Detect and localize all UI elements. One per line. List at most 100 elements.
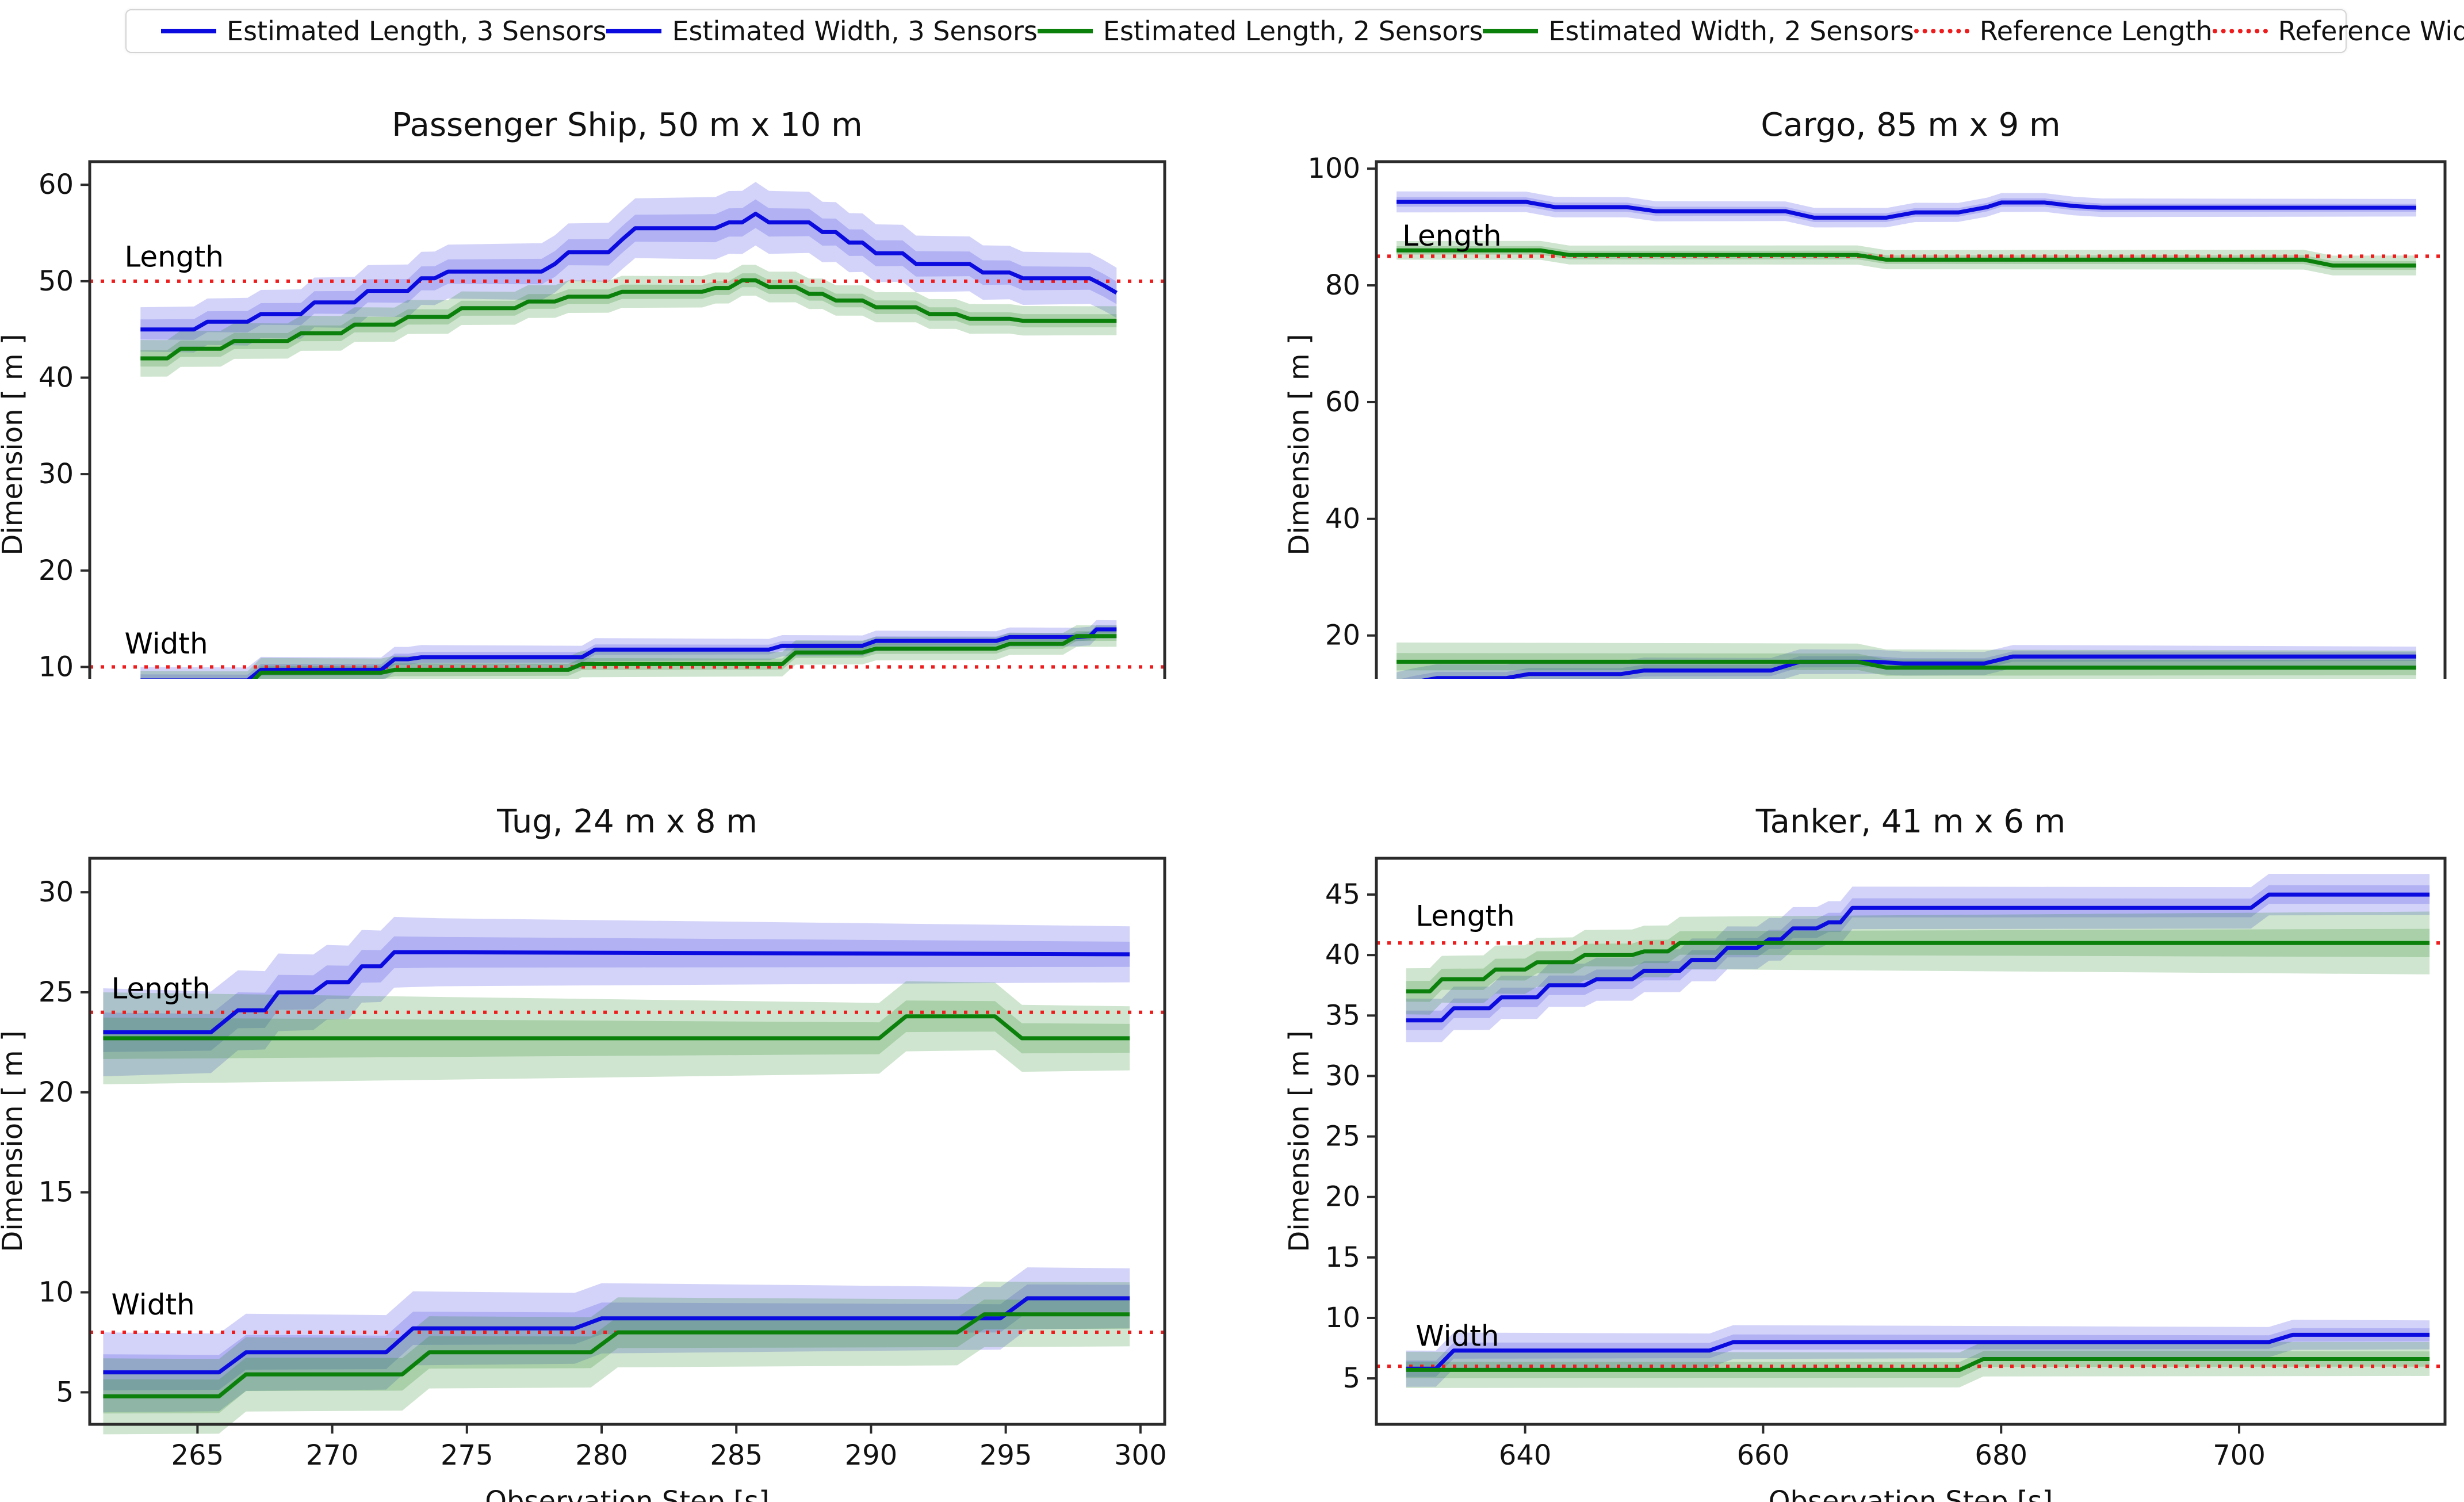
x-axis-label: Observation Step [s] (1769, 1485, 2053, 1502)
y-tick-label: 60 (1325, 386, 1360, 418)
y-tick-label: 25 (1325, 1121, 1360, 1153)
y-tick-label: 10 (39, 1276, 74, 1309)
chart-cargo: 27027528028529029530020406080100Cargo, 8… (1283, 106, 2447, 679)
series-line (140, 278, 1117, 361)
annotation-length: Length (111, 972, 210, 1005)
y-tick-label: 30 (1325, 1060, 1360, 1092)
x-tick-label: 300 (1114, 1439, 1167, 1472)
annotation-width: Width (124, 627, 208, 660)
confidence-band-green (140, 265, 1117, 377)
series-line (1396, 248, 2416, 268)
y-axis-label: Dimension [ m ] (1283, 334, 1315, 555)
confidence-band-green (1406, 928, 2430, 1002)
series-line (1406, 892, 2430, 1023)
confidence-band-green (248, 631, 1117, 679)
y-tick-label: 40 (1325, 939, 1360, 971)
confidence-band-green (1406, 1342, 2430, 1388)
axes-box (88, 857, 1166, 1426)
chart-passenger-ship: 2030405060708090102030405060Passenger Sh… (0, 106, 1166, 679)
chart-title: Passenger Ship, 50 m x 10 m (392, 106, 862, 144)
axes-box (1375, 857, 2447, 1426)
confidence-band-green (1406, 911, 2430, 1015)
axes-box (1375, 160, 2447, 679)
confidence-band-blue (1406, 1320, 2430, 1387)
y-tick-label: 100 (1307, 152, 1360, 185)
confidence-band-blue (1406, 885, 2430, 1030)
confidence-band-blue (140, 182, 1117, 353)
y-axis-label: Dimension [ m ] (0, 1030, 29, 1252)
line-swatch-icon (1483, 29, 1539, 33)
series-line (1421, 654, 2416, 679)
x-tick-label: 295 (980, 1439, 1032, 1472)
legend-label: Reference Length (1979, 16, 2213, 47)
confidence-band-blue (1406, 874, 2430, 1042)
legend: Estimated Length, 3 Sensors Estimated Wid… (125, 9, 2464, 53)
legend-item: Estimated Length, 2 Sensors (1037, 16, 1483, 47)
annotation-width: Width (1415, 1319, 1499, 1352)
legend-item: Reference Width (2212, 16, 2464, 47)
confidence-band-blue (140, 199, 1117, 340)
series-line (252, 634, 1117, 679)
confidence-band-green (103, 981, 1130, 1084)
series-line (103, 1014, 1130, 1041)
x-tick-label: 640 (1499, 1439, 1552, 1472)
annotation-length: Length (1402, 219, 1501, 253)
series-line (1396, 200, 2416, 220)
y-tick-label: 35 (1325, 999, 1360, 1031)
chart-title: Tug, 24 m x 8 m (496, 803, 757, 840)
y-tick-label: 20 (39, 1076, 74, 1109)
y-tick-label: 10 (39, 651, 74, 679)
chart-title: Tanker, 41 m x 6 m (1755, 803, 2066, 840)
legend-item: Estimated Length, 3 Sensors (161, 16, 606, 47)
confidence-band-green (103, 1000, 1130, 1059)
series-line (1406, 941, 2430, 993)
y-tick-label: 25 (39, 976, 74, 1008)
series-line (103, 950, 1130, 1034)
y-tick-label: 5 (56, 1376, 74, 1408)
y-tick-label: 80 (1325, 269, 1360, 301)
legend-label: Reference Width (2278, 16, 2464, 47)
series-line (103, 1312, 1130, 1398)
confidence-band-blue (103, 936, 1130, 1052)
annotation-length: Length (124, 240, 223, 274)
annotation-length: Length (1415, 900, 1514, 933)
dotted-line-swatch-icon (2212, 29, 2268, 33)
y-tick-label: 20 (1325, 1181, 1360, 1213)
series-line (103, 1296, 1130, 1375)
x-tick-label: 265 (171, 1439, 224, 1472)
y-tick-label: 50 (39, 265, 74, 297)
x-tick-label: 270 (306, 1439, 359, 1472)
x-tick-label: 290 (845, 1439, 898, 1472)
confidence-band-blue (1396, 191, 2416, 228)
dotted-line-swatch-icon (1914, 29, 1969, 33)
y-tick-label: 15 (1325, 1241, 1360, 1274)
chart-title: Cargo, 85 m x 9 m (1761, 106, 2060, 144)
legend-label: Estimated Length, 3 Sensors (227, 16, 607, 47)
y-axis-label: Dimension [ m ] (0, 334, 29, 555)
legend-label: Estimated Length, 2 Sensors (1103, 16, 1483, 47)
y-tick-label: 30 (39, 876, 74, 908)
confidence-band-blue (103, 1284, 1130, 1390)
line-swatch-icon (1037, 29, 1093, 33)
legend-item: Estimated Width, 2 Sensors (1483, 16, 1914, 47)
axes-box (88, 160, 1166, 679)
confidence-band-green (103, 1300, 1130, 1414)
confidence-band-blue (103, 916, 1130, 1076)
x-axis-label: Observation Step [s] (485, 1485, 770, 1502)
legend-label: Estimated Width, 3 Sensors (672, 16, 1038, 47)
y-tick-label: 60 (39, 169, 74, 201)
series-line (1396, 659, 2416, 670)
line-swatch-icon (161, 29, 216, 33)
x-tick-label: 660 (1737, 1439, 1790, 1472)
y-tick-label: 30 (39, 458, 74, 490)
y-tick-label: 10 (1325, 1302, 1360, 1334)
legend-item: Estimated Width, 3 Sensors (606, 16, 1038, 47)
line-swatch-icon (606, 29, 662, 33)
y-tick-label: 20 (1325, 620, 1360, 652)
x-tick-label: 700 (2213, 1439, 2266, 1472)
y-tick-label: 40 (1325, 503, 1360, 535)
y-tick-label: 20 (39, 555, 74, 587)
series-line (140, 212, 1118, 332)
annotation-width: Width (111, 1288, 194, 1321)
